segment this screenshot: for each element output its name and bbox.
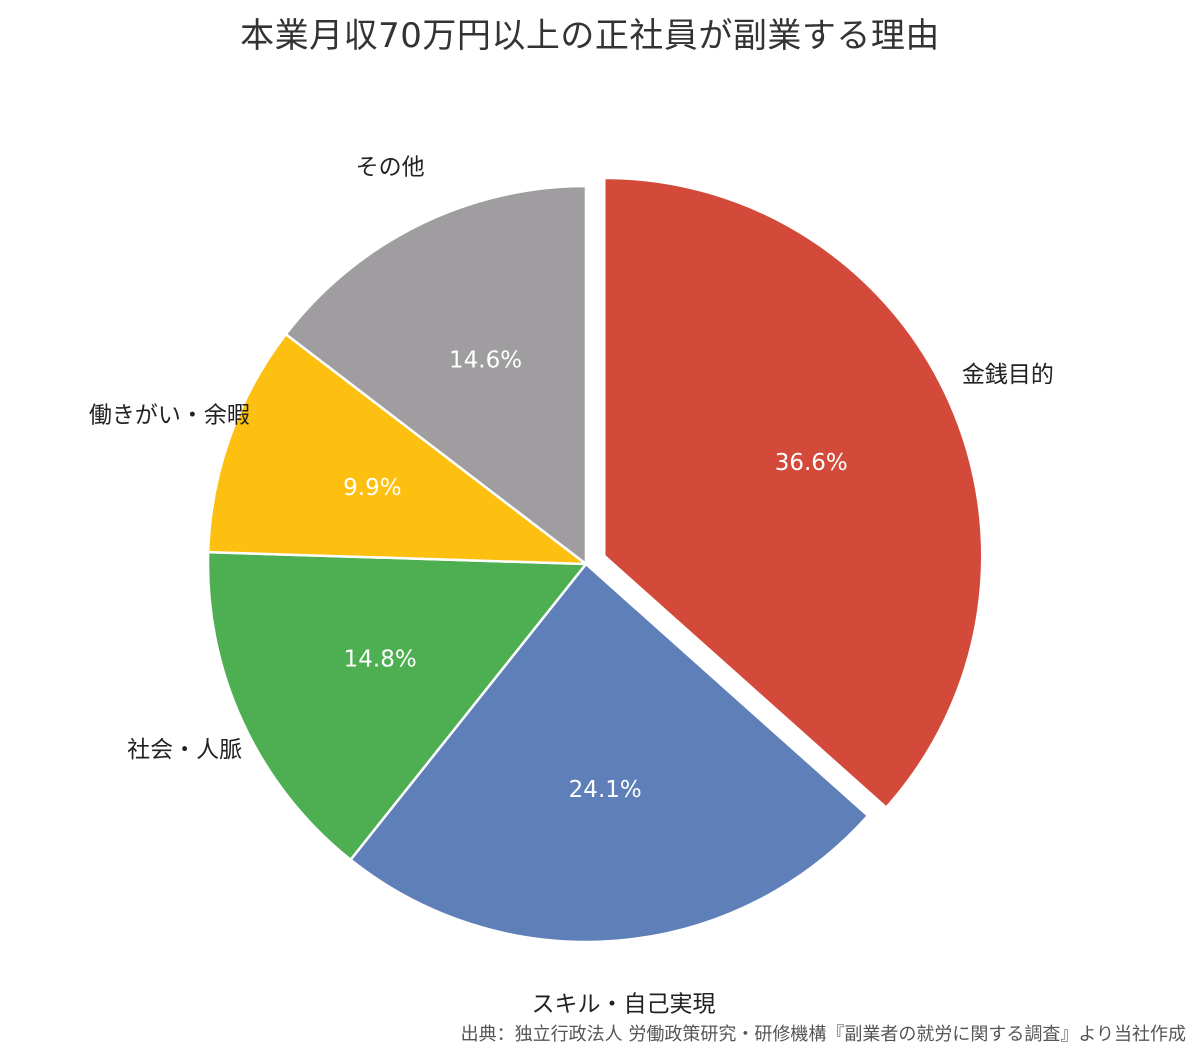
percentage-label-skill: 24.1% xyxy=(569,777,642,803)
pie-slice-other xyxy=(284,184,588,567)
category-label-skill: スキル・自己実現 xyxy=(531,992,715,1018)
category-label-money: 金銭目的 xyxy=(962,362,1054,388)
percentage-labels: 36.6% 24.1% 14.8% 9.9% 14.6% xyxy=(343,348,848,803)
pie-slice-social xyxy=(206,550,589,862)
percentage-label-money: 36.6% xyxy=(775,450,848,476)
pie-slice-money xyxy=(603,176,984,810)
category-label-social: 社会・人脈 xyxy=(127,737,242,763)
percentage-label-social: 14.8% xyxy=(344,646,417,672)
pie-slice-worklife xyxy=(206,332,590,566)
percentage-label-other: 14.6% xyxy=(449,348,522,374)
chart-title: 本業月収70万円以上の正社員が副業する理由 xyxy=(240,16,940,56)
source-note: 出典：独立行政法人 労働政策研究・研修機構『副業者の就労に関する調査』より当社作… xyxy=(460,1024,1186,1045)
percentage-label-worklife: 9.9% xyxy=(343,475,401,501)
pie-slices xyxy=(206,176,984,944)
pie-slice-skill xyxy=(348,562,870,944)
category-label-worklife: 働きがい・余暇 xyxy=(89,402,250,428)
category-label-other: その他 xyxy=(356,154,425,180)
